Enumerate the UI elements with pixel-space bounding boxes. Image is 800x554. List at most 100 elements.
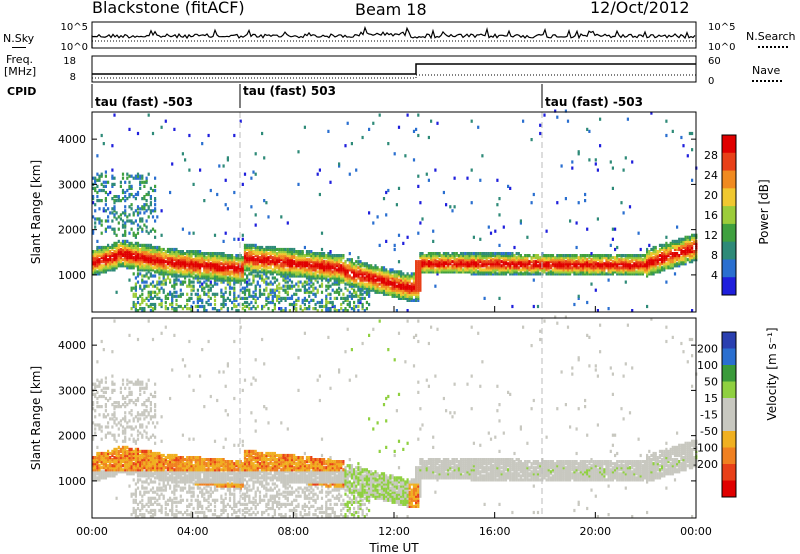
power-cell [124,211,127,215]
power-cell [149,309,152,313]
power-cell [667,266,670,270]
power-cell [646,266,649,270]
power-cell [361,268,364,272]
power-cell [94,217,97,221]
power-cell [669,250,672,254]
power-cell [216,260,219,264]
power-cell [213,256,217,260]
power-cell [455,270,458,274]
power-cell [107,264,110,268]
power-cell [421,266,424,270]
power-cell [355,264,358,268]
power-cell [256,245,259,250]
power-cell [209,282,212,286]
power-cell [265,266,268,270]
power-cell [648,262,651,266]
power-cell [290,280,294,284]
power-cell [109,211,112,215]
power-cell [175,247,178,252]
power-cell [616,254,619,258]
power-cell [329,256,332,260]
power-cell [288,302,291,307]
power-cell [344,278,347,282]
power-cell [171,294,174,298]
power-cell [233,292,236,296]
power-cell [404,278,407,282]
power-cell [233,282,236,286]
power-cell [190,250,193,254]
power-cell [678,254,681,258]
power-cell [308,294,311,298]
velocity-cell [109,451,112,456]
power-cell [147,192,150,197]
power-cell [616,256,619,260]
power-cell [665,266,668,270]
power-cell [308,282,311,286]
power-cell [237,294,240,298]
power-cell [387,142,390,146]
power-cell [325,270,328,274]
power-cell [554,272,557,276]
power-cell [94,256,97,260]
velocity-cell [96,405,99,409]
power-cell [320,278,324,282]
power-cell [534,260,537,264]
power-cell [310,274,313,278]
power-cell [509,268,512,272]
power-cell [261,292,264,296]
power-cell [235,266,238,270]
power-cell [134,260,137,264]
power-cell [318,252,321,256]
power-cell [226,280,229,284]
power-cell [323,276,326,280]
power-cell [201,142,204,146]
power-cell [162,282,165,286]
power-cell [389,292,392,296]
power-cell [318,256,321,260]
power-cell [213,302,217,307]
power-cell [382,278,386,282]
velocity-cell [124,451,127,456]
power-cell [107,268,110,272]
power-cell [412,276,416,280]
power-cell [404,276,407,280]
power-cell [641,264,644,268]
power-cell [511,268,514,272]
power-cell [323,252,326,256]
power-cell [297,268,300,272]
power-cell [451,266,454,270]
power-cell [147,113,150,117]
power-cell [596,258,599,262]
power-cell [305,270,309,274]
velocity-cell [139,386,142,390]
power-cell [303,298,306,302]
power-cell [592,266,595,270]
power-cell [502,225,505,229]
power-cell [646,250,649,254]
power-cell [539,256,542,260]
power-cell [348,264,351,268]
power-cell [141,280,144,284]
velocity-cell [126,445,129,449]
velocity-cell [109,460,112,464]
power-cell [284,268,287,272]
power-cell [301,309,304,313]
power-cell [522,262,525,266]
power-cell [594,266,597,270]
velocity-cell [104,466,107,470]
power-cell [154,294,157,298]
power-cell [400,296,403,300]
power-cell [588,264,591,268]
power-cell [179,264,182,268]
power-cell [241,266,244,270]
power-cell [474,252,478,256]
power-cell [380,268,383,272]
power-cell [400,274,403,278]
power-cell [594,272,597,276]
power-cell [564,109,567,113]
power-cell [338,280,341,284]
power-cell [226,256,229,260]
power-cell [333,278,336,282]
noise-tick-bottom-left: 10^0 [61,42,88,53]
power-cell [470,266,473,270]
